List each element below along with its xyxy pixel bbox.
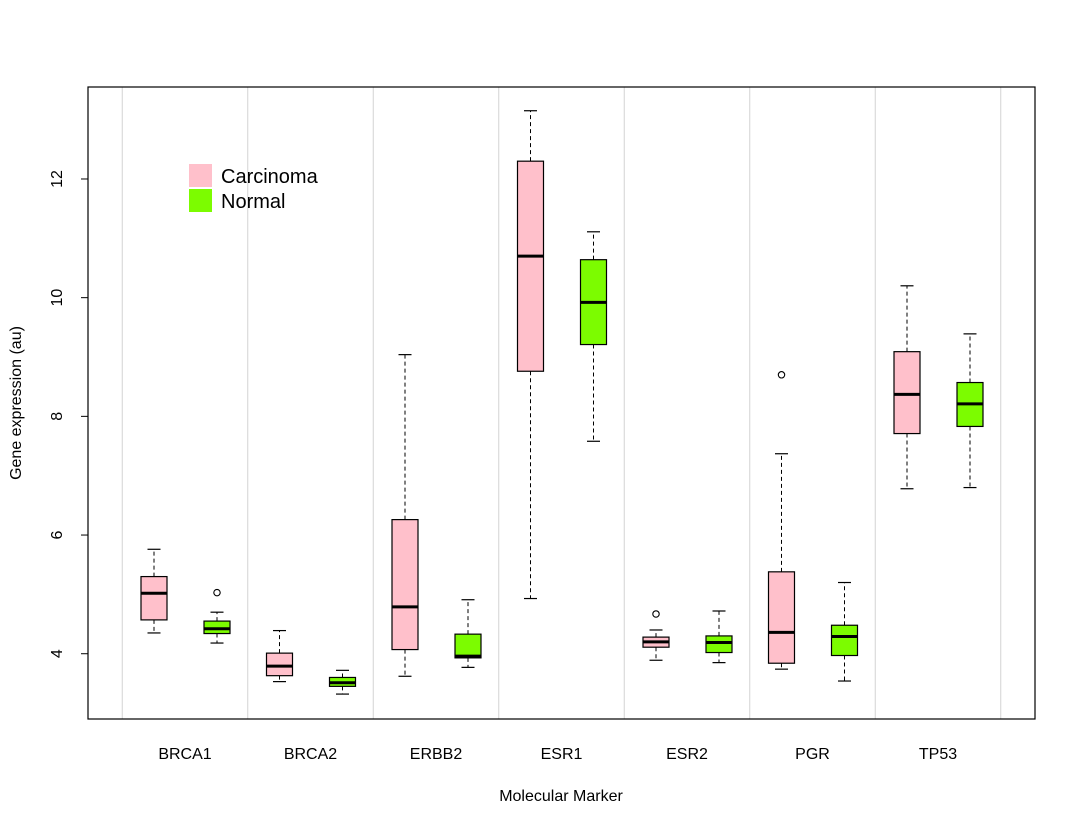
legend-swatch-carcinoma: [189, 164, 212, 187]
iqr-box: [140, 575, 168, 621]
outlier-point: [777, 371, 786, 379]
box-erbb2-carcinoma: [391, 354, 419, 677]
y-tick-label: 12: [49, 170, 66, 188]
box-tp53-carcinoma: [893, 285, 921, 490]
x-axis: BRCA1 BRCA2 ERBB2 ESR1 ESR2 PGR TP53: [158, 746, 957, 763]
y-tick-label: 6: [49, 530, 66, 539]
iqr-box: [705, 635, 733, 654]
box-series: [140, 110, 984, 695]
box-esr1-carcinoma: [516, 110, 545, 600]
box-esr1-normal: [579, 231, 608, 442]
x-tick-label: ESR1: [541, 746, 583, 763]
x-tick-label: ESR2: [666, 746, 708, 763]
y-tick-label: 8: [49, 412, 66, 421]
box-brca1-carcinoma: [140, 548, 168, 634]
box-esr2-normal: [705, 610, 733, 664]
legend-label-normal: Normal: [221, 191, 285, 213]
y-axis: 4 6 8 10 12: [49, 170, 89, 658]
x-tick-label: BRCA1: [158, 746, 211, 763]
iqr-box: [391, 519, 419, 651]
vertical-grid: [121, 87, 1002, 719]
y-axis-title: Gene expression (au): [8, 326, 25, 480]
box-brca1-normal: [203, 588, 231, 644]
x-axis-title: Molecular Marker: [499, 788, 623, 805]
iqr-box: [767, 571, 796, 664]
x-tick-label: BRCA2: [284, 746, 337, 763]
x-tick-label: ERBB2: [410, 746, 463, 763]
iqr-box: [893, 351, 921, 435]
box-brca2-normal: [328, 669, 357, 695]
iqr-box: [454, 633, 482, 659]
legend-swatch-normal: [189, 189, 212, 212]
outlier-point: [213, 588, 221, 597]
box-pgr-normal: [830, 581, 859, 682]
legend: Carcinoma Normal: [189, 164, 319, 213]
outlier-point: [652, 610, 660, 618]
iqr-box: [265, 652, 294, 677]
y-tick-label: 4: [49, 649, 66, 658]
box-pgr-carcinoma: [767, 371, 796, 670]
x-tick-label: TP53: [919, 746, 957, 763]
box-esr2-carcinoma: [642, 610, 670, 661]
legend-label-carcinoma: Carcinoma: [221, 166, 319, 188]
iqr-box: [830, 624, 859, 657]
box-tp53-normal: [956, 333, 984, 489]
x-tick-label: PGR: [795, 746, 830, 763]
y-tick-label: 10: [49, 289, 66, 307]
box-erbb2-normal: [454, 599, 482, 668]
iqr-box: [516, 160, 545, 372]
box-brca2-carcinoma: [265, 629, 294, 683]
